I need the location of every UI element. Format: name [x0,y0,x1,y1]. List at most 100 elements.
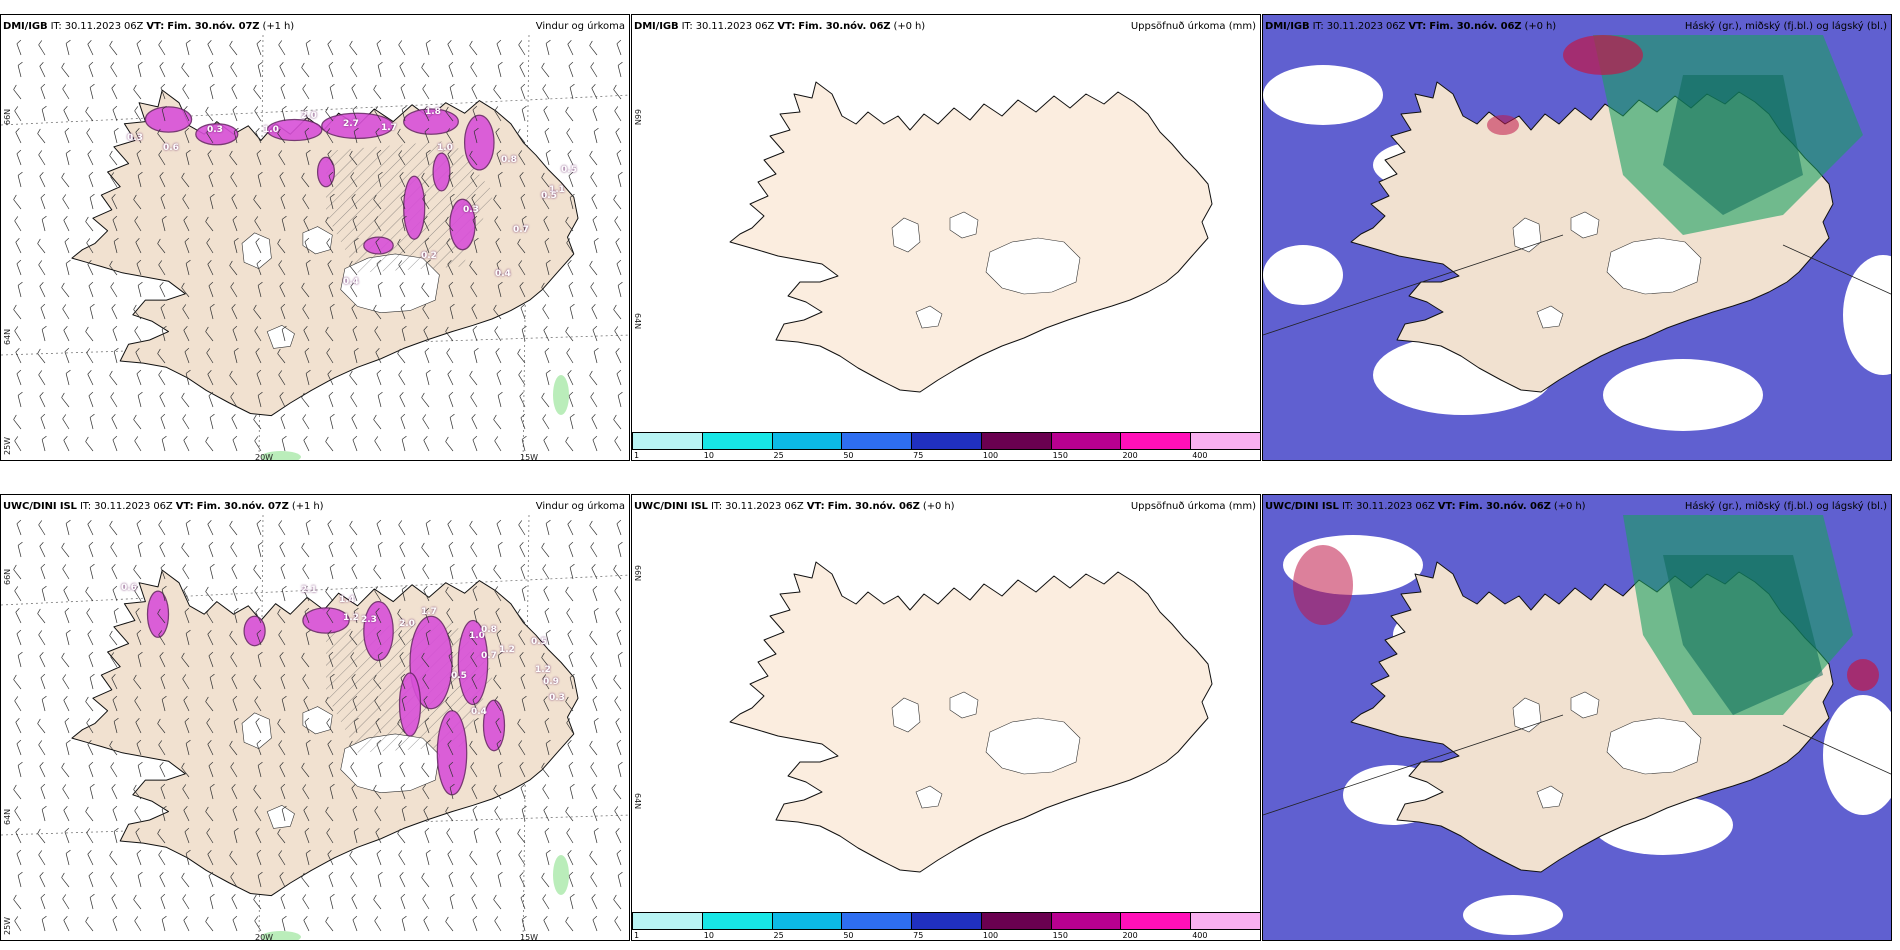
barb-staff [281,329,286,342]
barb-flag [62,784,67,790]
barb-staff [351,898,358,910]
panel-header: UWC/DINI ISL IT: 30.11.2023 06Z VT: Fim.… [3,501,324,512]
barb-flag [616,629,622,634]
wind-barb [158,370,166,386]
wind-barb [544,827,550,844]
barb-flag [304,607,310,612]
wind-barb [399,61,406,78]
barb-staff [41,439,46,452]
barb-flag [61,392,65,398]
wind-barb [16,149,22,166]
glacier [302,226,333,255]
wind-barb [182,784,190,800]
barb-flag [398,740,403,746]
barb-flag [134,436,139,442]
wind-barb [425,739,431,756]
wind-barb [135,127,142,144]
barb-staff [329,197,334,210]
wind-barb [593,127,599,144]
wind-barb [399,651,406,668]
wind-barb [376,369,382,386]
precip-blob [195,123,239,146]
barb-staff [449,677,454,690]
wind-barb [517,238,526,254]
barb-staff [496,43,502,56]
barb-staff [133,89,142,100]
barb-staff [229,745,238,756]
barb-flag [303,435,308,441]
barb-staff [304,351,310,364]
barb-staff [280,787,286,800]
wind-barb [613,894,622,910]
panel-clouds-dmi: DMI/IGB IT: 30.11.2023 06Z VT: Fim. 30.n… [1262,14,1892,461]
barb-staff [470,766,478,778]
barb-staff [592,699,598,712]
wind-barb [256,739,262,756]
barb-flag [209,673,215,678]
wind-barb [423,585,430,602]
wind-barb [350,172,358,188]
barb-staff [86,832,94,844]
wind-barb [449,193,455,210]
wind-barb [445,216,454,232]
barb-flag [377,651,383,656]
precip-value-label: 0.4 [495,269,511,279]
barb-staff [87,634,94,646]
wind-barb [373,784,382,800]
colorbar-segment [841,432,913,450]
barb-flag [521,805,527,810]
wind-barb [350,652,358,668]
wind-barb [13,674,22,690]
barb-flag [424,347,430,352]
wind-barb [566,718,574,734]
wind-barb [422,564,430,580]
wind-barb [565,106,574,122]
barb-staff [281,919,286,932]
colorbar-segment [771,912,843,930]
wind-barb [473,347,479,364]
wind-barb [301,392,310,408]
precip-value-label: 2.0 [399,619,415,629]
barb-flag [133,194,137,200]
barb-flag [545,519,551,524]
barb-staff [85,221,94,232]
barb-staff [493,789,502,800]
wind-barb [545,739,551,756]
wind-barb [206,828,214,844]
barb-staff [134,810,142,822]
wind-barb [519,541,526,558]
wind-barb [15,347,22,364]
wind-barb [183,915,190,932]
barb-staff [616,373,622,386]
barb-staff [349,525,358,536]
precip-value-label: 0.5 [531,637,547,647]
barb-staff [350,176,358,188]
wind-barb [373,84,382,100]
barb-flag [377,171,383,176]
barb-flag [63,215,68,221]
barb-staff [517,243,526,254]
barb-staff [520,197,526,210]
wind-barb [448,761,454,778]
barb-staff [61,547,70,558]
wind-barb [590,652,598,668]
barb-flag [278,630,283,636]
wind-barb [521,585,527,602]
wind-barb [614,326,622,342]
wind-barb [279,281,286,298]
barb-staff [257,765,262,778]
barb-flag [181,652,185,658]
barb-staff [445,591,454,602]
wind-barb [593,607,599,624]
wind-barb [543,695,550,712]
barb-flag [64,127,70,132]
barb-staff [566,722,574,734]
barb-flag [38,370,43,376]
wind-barb [279,541,286,558]
wind-barb [87,629,94,646]
wind-barb [39,871,46,888]
barb-staff [519,766,526,778]
barb-staff [255,612,262,624]
barb-flag [231,193,236,199]
wind-barb [445,436,454,452]
